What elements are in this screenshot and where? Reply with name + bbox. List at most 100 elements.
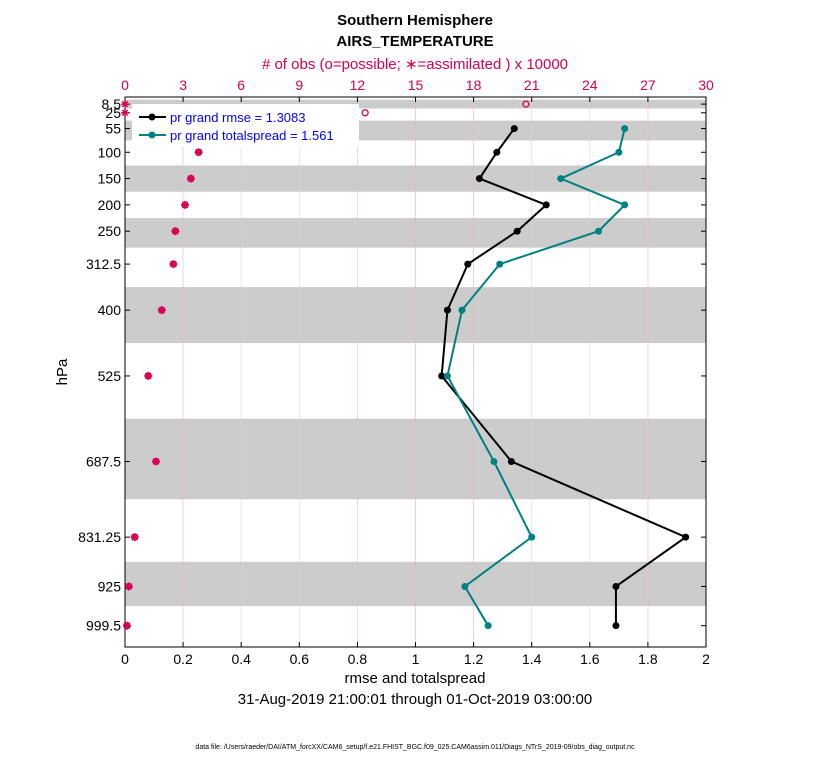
obs-assimilated-stroke-999.5-3 xyxy=(123,622,131,630)
top-tick-label-27: 27 xyxy=(640,77,656,93)
point-totalspread-100 xyxy=(615,148,623,156)
obs-assimilated-stroke-925-3 xyxy=(125,583,133,590)
obs-assimilated-stroke-831.25-3 xyxy=(131,533,139,541)
point-totalspread-150 xyxy=(557,175,565,183)
y-tick-label-150: 150 xyxy=(98,171,122,187)
obs-assimilated-stroke-250-3 xyxy=(172,227,179,235)
top-tick-label-18: 18 xyxy=(466,77,482,93)
series-line-totalspread xyxy=(446,128,626,627)
x-tick-label-1.2: 1.2 xyxy=(464,651,484,667)
point-rmse-831.25 xyxy=(682,533,690,541)
chart-title: Southern Hemisphere xyxy=(337,12,493,29)
obs-assimilated-312.5 xyxy=(169,260,178,269)
top-tick-label-12: 12 xyxy=(350,77,366,93)
series-layer xyxy=(438,125,690,630)
obs-assimilated-999.5 xyxy=(122,621,131,630)
legend-marker-totalspread xyxy=(148,131,156,139)
legend-marker-rmse xyxy=(148,113,156,121)
obs-assimilated-stroke-525-3 xyxy=(144,372,152,380)
x-tick-label-1: 1 xyxy=(412,651,420,667)
y-tick-label-925: 925 xyxy=(98,578,122,594)
chart-subtitle: AIRS_TEMPERATURE xyxy=(336,33,493,50)
x-tick-label-0: 0 xyxy=(121,651,129,667)
legend-label-rmse: pr grand rmse = 1.3083 xyxy=(170,110,306,125)
footer-datafile: data file: /Users/raeder/DAI/ATM_forcXX/… xyxy=(195,744,635,751)
vertical-gridlines xyxy=(182,97,649,647)
top-tick-label-30: 30 xyxy=(698,77,714,93)
y-tick-label-200: 200 xyxy=(98,197,122,213)
point-rmse-525 xyxy=(438,372,446,380)
top-tick-label-3: 3 xyxy=(179,77,187,93)
top-tick-label-24: 24 xyxy=(582,77,598,93)
y-tick-label-8.5: 8.5 xyxy=(102,96,122,112)
y-tick-label-100: 100 xyxy=(98,144,122,160)
obs-possible-8.5 xyxy=(522,100,530,108)
x-tick-label-0.2: 0.2 xyxy=(173,651,193,667)
point-rmse-150 xyxy=(475,175,483,183)
x-axis-label: rmse and totalspread xyxy=(345,670,486,687)
point-totalspread-312.5 xyxy=(496,260,504,268)
point-rmse-55 xyxy=(510,125,518,133)
point-rmse-100 xyxy=(493,148,501,156)
y-tick-label-55: 55 xyxy=(105,121,121,137)
point-totalspread-400 xyxy=(458,306,466,314)
legend: pr grand rmse = 1.3083 pr grand totalspr… xyxy=(132,104,359,147)
x-tick-label-1.6: 1.6 xyxy=(580,651,600,667)
x-tick-label-0.8: 0.8 xyxy=(348,651,368,667)
point-rmse-687.5 xyxy=(507,457,515,465)
top-tick-label-15: 15 xyxy=(408,77,424,93)
y-tick-label-400: 400 xyxy=(98,302,122,318)
y-tick-label-999.5: 999.5 xyxy=(86,618,121,634)
legend-box xyxy=(132,104,359,147)
obs-assimilated-687.5 xyxy=(151,457,160,466)
point-totalspread-687.5 xyxy=(490,457,498,465)
point-rmse-250 xyxy=(513,227,521,235)
point-totalspread-250 xyxy=(595,227,603,235)
top-tick-label-0: 0 xyxy=(121,77,129,93)
obs-assimilated-stroke-25-3 xyxy=(121,109,129,117)
point-totalspread-200 xyxy=(621,201,629,209)
obs-assimilated-stroke-150-3 xyxy=(187,175,195,182)
obs-assimilated-stroke-200-3 xyxy=(181,201,189,209)
obs-assimilated-150 xyxy=(186,174,195,183)
obs-assimilated-100 xyxy=(194,148,203,157)
point-totalspread-831.25 xyxy=(528,533,536,541)
y-tick-label-831.25: 831.25 xyxy=(78,529,121,545)
date-range: 31-Aug-2019 21:00:01 through 01-Oct-2019… xyxy=(238,691,592,708)
obs-assimilated-stroke-312.5-3 xyxy=(170,260,177,268)
obs-assimilated-stroke-687.5-3 xyxy=(152,458,160,465)
x-tick-label-0.6: 0.6 xyxy=(290,651,310,667)
obs-assimilated-25 xyxy=(121,108,129,117)
legend-label-totalspread: pr grand totalspread = 1.561 xyxy=(170,128,334,143)
x-tick-label-1.8: 1.8 xyxy=(638,651,658,667)
y-tick-label-312.5: 312.5 xyxy=(86,256,121,272)
point-rmse-200 xyxy=(542,201,550,209)
x-tick-label-1.4: 1.4 xyxy=(522,651,542,667)
obs-assimilated-stroke-400-3 xyxy=(158,306,166,314)
x-tick-label-2: 2 xyxy=(702,651,710,667)
obs-possible-25 xyxy=(361,109,369,117)
y-axis-label: hPa xyxy=(54,358,71,385)
series-line-rmse xyxy=(440,127,687,626)
point-totalspread-525 xyxy=(443,372,451,380)
y-tick-label-250: 250 xyxy=(98,223,122,239)
obs-assimilated-200 xyxy=(181,200,190,209)
obs-assimilated-8.5 xyxy=(121,100,129,109)
y-tick-label-525: 525 xyxy=(98,368,122,384)
point-rmse-999.5 xyxy=(612,622,620,630)
axis-ticks: 0 0.2 0.4 0.6 0.8 1 1.2 1.4 1.6 1.8 2 0 3 6 9 12 15 18 21 2… xyxy=(78,77,714,667)
point-totalspread-55 xyxy=(621,125,629,133)
y-tick-label-25: 25 xyxy=(105,105,121,121)
obs-assimilated-stroke-100-3 xyxy=(195,148,202,156)
obs-assimilated-stroke-8.5-3 xyxy=(121,100,129,108)
point-rmse-400 xyxy=(443,306,451,314)
obs-assimilated-250 xyxy=(171,227,180,236)
y-tick-label-687.5: 687.5 xyxy=(86,453,121,469)
top-tick-label-9: 9 xyxy=(295,77,303,93)
top-tick-label-6: 6 xyxy=(237,77,245,93)
x-tick-label-0.4: 0.4 xyxy=(231,651,251,667)
point-rmse-312.5 xyxy=(464,260,472,268)
top-axis-label: # of obs (o=possible; ∗=assimilated ) x … xyxy=(262,56,568,73)
point-rmse-925 xyxy=(612,582,620,590)
